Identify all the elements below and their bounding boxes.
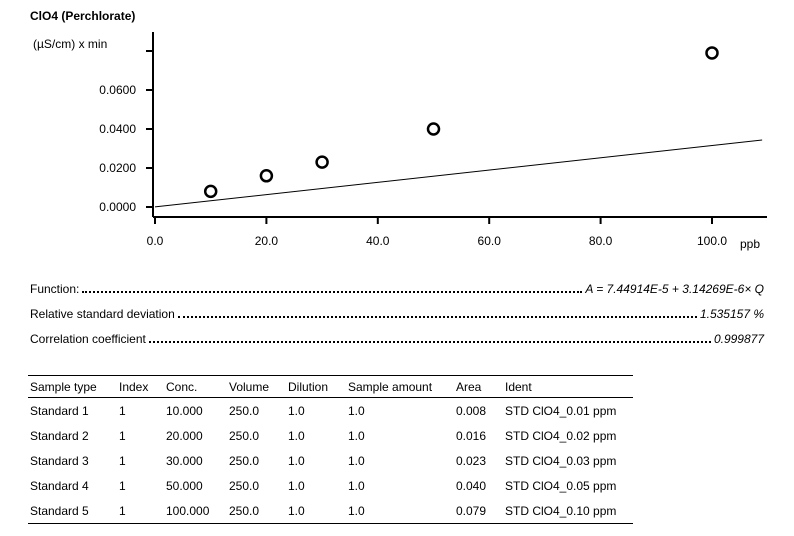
stat-row: Function: A = 7.44914E-5 + 3.14269E-6× Q	[30, 280, 764, 296]
table-cell: 1	[119, 428, 126, 443]
y-tick-label: 0.0200	[99, 161, 136, 175]
table-cell: 1.0	[348, 478, 365, 493]
y-tick-label: 0.0600	[99, 83, 136, 97]
table-cell: 0.040	[456, 478, 487, 493]
y-tick-label: 0.0000	[99, 200, 136, 214]
table-cell: 1.0	[288, 478, 305, 493]
table-row: Standard 5 1 100.000 250.0 1.0 1.0 0.079 STD Cl…	[28, 498, 633, 524]
table-cell: 250.0	[229, 453, 260, 468]
table-cell: 1.0	[348, 428, 365, 443]
x-tick-label: 20.0	[255, 234, 279, 248]
column-header: Volume	[227, 375, 286, 398]
table-cell: 1.0	[288, 453, 305, 468]
table-cell: 100.000	[166, 503, 210, 518]
chart-title: ClO4 (Perchlorate)	[30, 9, 136, 23]
table-cell: STD ClO4_0.03 ppm	[505, 453, 617, 468]
table-cell: Standard 3	[30, 453, 89, 468]
table-cell: 0.016	[456, 428, 487, 443]
y-axis-label: (µS/cm) x min	[33, 37, 108, 51]
table-cell: 1.0	[288, 403, 305, 418]
stat-row: Relative standard deviation 1.535157 %	[30, 305, 764, 321]
y-tick-label: 0.0400	[99, 122, 136, 136]
table-row: Standard 4 1 50.000 250.0 1.0 1.0 0.040 STD ClO…	[28, 473, 633, 498]
leader-dots	[82, 291, 583, 293]
column-header: Area	[454, 375, 503, 398]
table-cell: 250.0	[229, 503, 260, 518]
column-header: Sample type	[28, 375, 117, 398]
stat-value: 1.535157 %	[699, 307, 764, 321]
table-cell: Standard 5	[30, 503, 89, 518]
data-point	[259, 169, 274, 183]
table-cell: 0.008	[456, 403, 487, 418]
table-cell: STD ClO4_0.10 ppm	[505, 503, 617, 518]
table-cell: 1.0	[288, 503, 305, 518]
table-cell: Standard 2	[30, 428, 89, 443]
table-row: Standard 3 1 30.000 250.0 1.0 1.0 0.023 STD ClO…	[28, 448, 633, 473]
table-cell: 10.000	[166, 403, 203, 418]
table-row: Standard 1 1 10.000 250.0 1.0 1.0 0.008 STD ClO…	[28, 398, 633, 424]
table-cell: 0.023	[456, 453, 487, 468]
column-header: Index	[117, 375, 164, 398]
table-cell: Standard 4	[30, 478, 89, 493]
table-cell: 0.079	[456, 503, 487, 518]
data-point	[705, 46, 719, 60]
x-tick-label: 40.0	[366, 234, 390, 248]
x-tick-label: 80.0	[589, 234, 613, 248]
table-row: Standard 2 1 20.000 250.0 1.0 1.0 0.016 STD ClO…	[28, 423, 633, 448]
table-cell: 250.0	[229, 428, 260, 443]
table-cell: 1.0	[348, 403, 365, 418]
table-cell: STD ClO4_0.02 ppm	[505, 428, 617, 443]
table-cell: 250.0	[229, 403, 260, 418]
column-header: Conc.	[164, 375, 227, 398]
table-cell: 1	[119, 503, 126, 518]
table-cell: 20.000	[166, 428, 203, 443]
table-cell: 30.000	[166, 453, 203, 468]
table-cell: 250.0	[229, 478, 260, 493]
column-header: Sample amount	[346, 375, 454, 398]
column-header: Dilution	[286, 375, 346, 398]
table-cell: 1	[119, 478, 126, 493]
data-point	[315, 155, 329, 169]
table-cell: STD ClO4_0.01 ppm	[505, 403, 617, 418]
data-point	[426, 122, 441, 136]
x-tick-label: 60.0	[478, 234, 502, 248]
regression-line	[154, 139, 763, 208]
leader-dots	[177, 316, 697, 318]
stat-label: Relative standard deviation	[30, 307, 175, 321]
table-cell: 1.0	[348, 503, 365, 518]
table-cell: STD ClO4_0.05 ppm	[505, 478, 617, 493]
stat-value: 0.999877	[713, 332, 764, 346]
table-cell: 1.0	[348, 453, 365, 468]
table-cell: 50.000	[166, 478, 203, 493]
table-cell: Standard 1	[30, 403, 89, 418]
leader-dots	[148, 341, 711, 343]
data-point	[203, 184, 218, 199]
sample-table: Sample type Index Conc. Volume Dilution Sampl…	[28, 375, 633, 524]
stat-label: Correlation coefficient	[30, 332, 146, 346]
x-tick-label: 100.0	[697, 234, 727, 248]
stat-label: Function:	[30, 282, 80, 296]
column-header: Ident	[503, 375, 633, 398]
table-cell: 1.0	[288, 428, 305, 443]
x-tick-label: 0.0	[147, 234, 164, 248]
calibration-chart: 0.0000 0.0200 0.0400 0.0600 0.0 20.0 40.0 60.0 8…	[99, 32, 767, 251]
x-axis-label: ppb	[740, 237, 760, 251]
stat-row: Correlation coefficient 0.999877	[30, 330, 764, 346]
table-cell: 1	[119, 453, 126, 468]
table-cell: 1	[119, 403, 126, 418]
stat-value: A = 7.44914E-5 + 3.14269E-6× Q	[585, 282, 764, 296]
